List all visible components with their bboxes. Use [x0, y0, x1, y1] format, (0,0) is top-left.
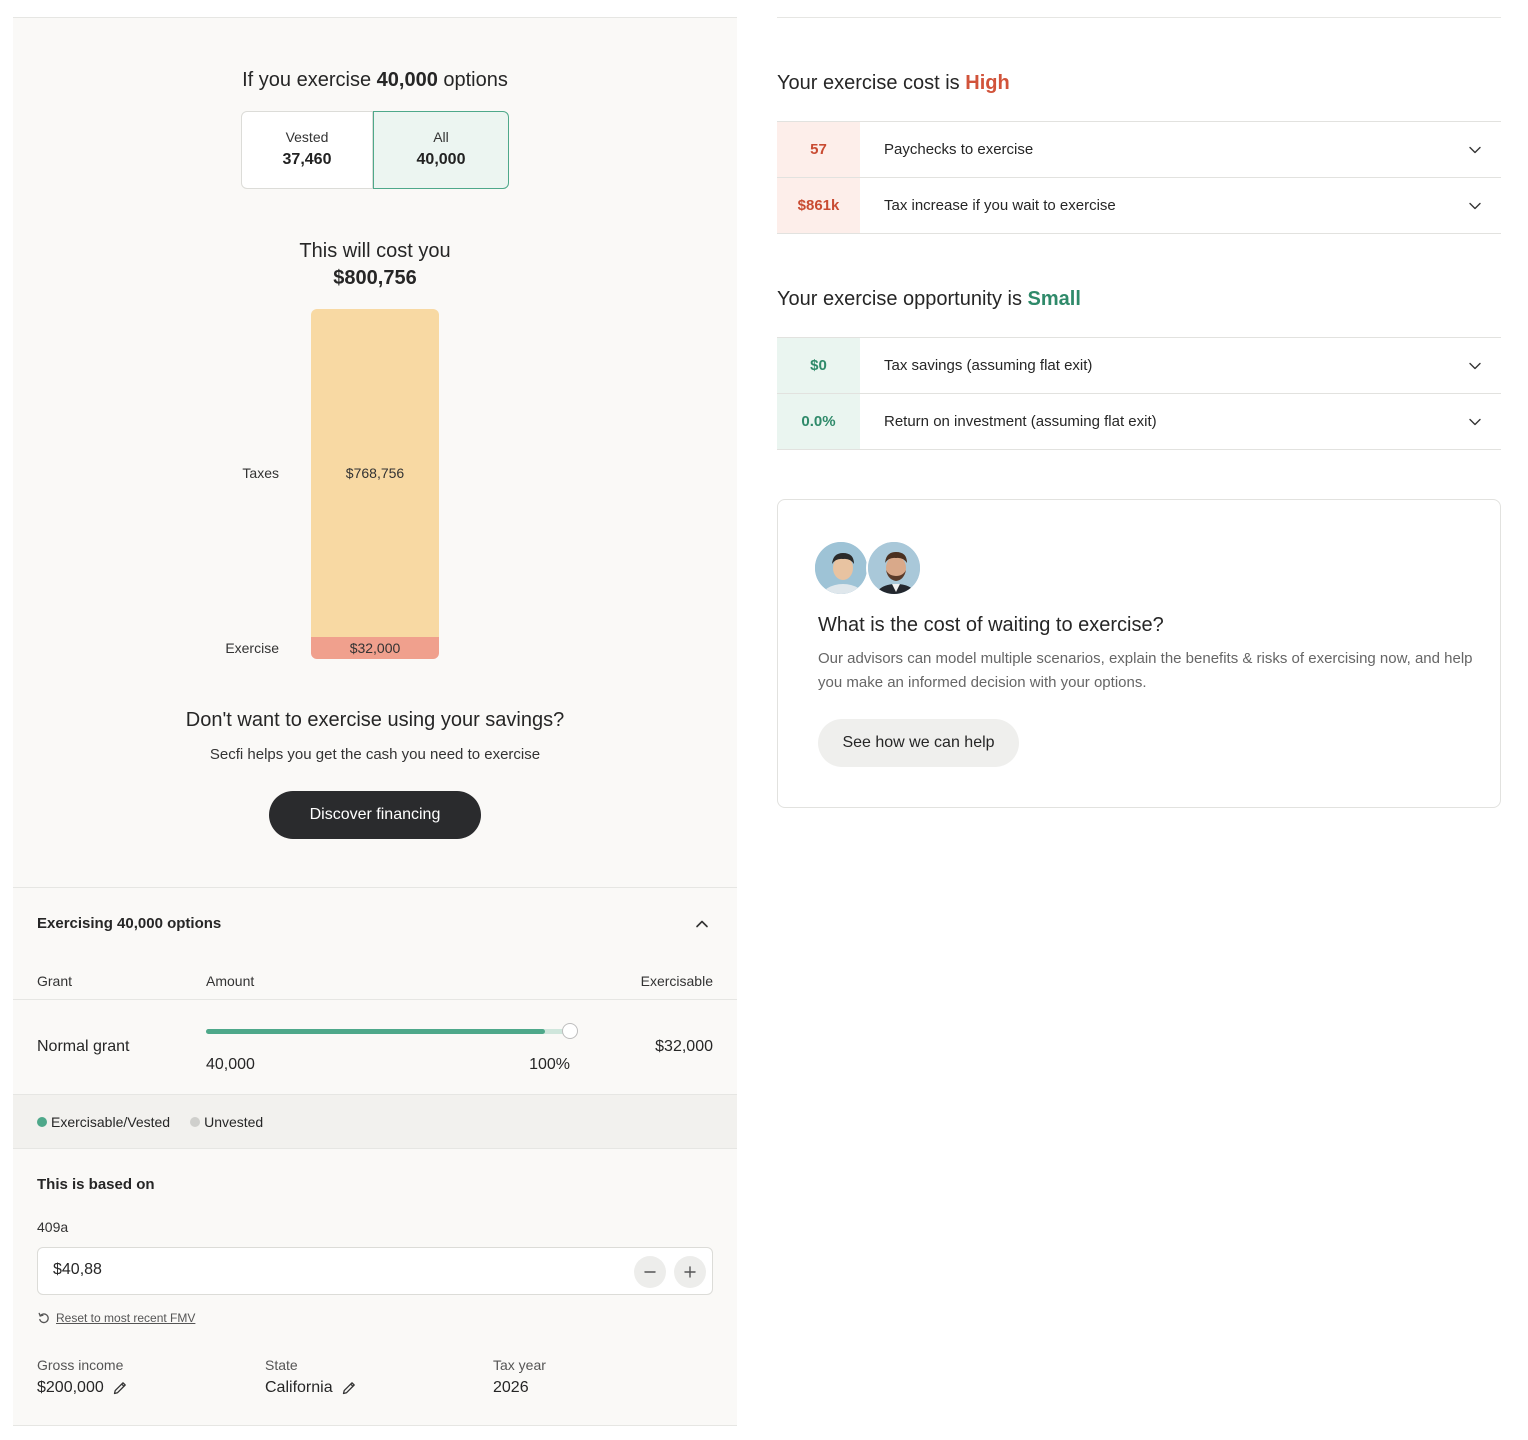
- minus-icon: [644, 1271, 656, 1273]
- table-header-divider: [13, 999, 737, 1000]
- increase-button[interactable]: [674, 1256, 706, 1288]
- metric-text: Return on investment (assuming flat exit…: [884, 413, 1157, 430]
- metric-badge: 57: [777, 122, 860, 177]
- state: California: [265, 1379, 357, 1397]
- reset-fmv-link[interactable]: Reset to most recent FMV: [56, 1311, 196, 1325]
- chevron-down-icon: [1469, 146, 1481, 153]
- section-divider: [13, 887, 737, 888]
- avatar: [813, 540, 869, 596]
- chevron-up-icon[interactable]: [694, 916, 710, 932]
- financing-heading: Don't want to exercise using your saving…: [185, 709, 565, 731]
- based-on-title: This is based on: [37, 1176, 155, 1193]
- tax-year: 2026: [493, 1379, 529, 1397]
- opportunity-rating-prefix: Your exercise opportunity is: [777, 288, 1022, 310]
- state-label: State: [265, 1357, 298, 1373]
- reset-fmv: Reset to most recent FMV: [37, 1311, 195, 1325]
- opportunity-rating-level: Small: [1027, 288, 1081, 310]
- chart-value-exercise: $32,000: [349, 640, 401, 656]
- toggle-all-label: All: [433, 129, 449, 145]
- state-value: California: [265, 1379, 333, 1396]
- cost-rating-prefix: Your exercise cost is: [777, 72, 960, 94]
- amount-slider-track[interactable]: [206, 1029, 570, 1034]
- legend-item-exercisable: Exercisable/Vested: [37, 1114, 170, 1130]
- grant-amount: 40,000: [206, 1056, 255, 1073]
- fmv-input[interactable]: [53, 1261, 593, 1279]
- vested-all-toggle: Vested 37,460 All 40,000: [241, 111, 509, 189]
- toggle-all-value: 40,000: [416, 151, 466, 168]
- toggle-all[interactable]: All 40,000: [373, 111, 509, 189]
- toggle-vested[interactable]: Vested 37,460: [241, 111, 373, 189]
- opportunity-rating-heading: Your exercise opportunity is Small: [777, 288, 1081, 311]
- column-header-grant: Grant: [37, 973, 73, 989]
- tax-year-value: 2026: [493, 1379, 529, 1396]
- discover-financing-button[interactable]: Discover financing: [269, 791, 481, 839]
- toggle-vested-label: Vested: [285, 129, 329, 145]
- column-header-amount: Amount: [206, 973, 255, 989]
- amount-slider-handle[interactable]: [562, 1023, 578, 1039]
- exercise-panel: If you exercise 40,000 options Vested 37…: [13, 17, 737, 1426]
- chart-category-taxes: Taxes: [242, 465, 279, 481]
- advisor-avatar-icon: [868, 542, 920, 594]
- advisor-card-title: What is the cost of waiting to exercise?: [818, 614, 1164, 636]
- cost-label: This will cost you: [299, 240, 451, 262]
- metric-badge: $861k: [777, 178, 860, 233]
- cost-value: $800,756: [333, 267, 417, 289]
- gross-income: $200,000: [37, 1379, 128, 1397]
- exercise-heading: If you exercise 40,000 options: [13, 69, 737, 92]
- refresh-icon: [38, 1312, 49, 1324]
- metric-row-paychecks[interactable]: 57 Paychecks to exercise: [777, 122, 1501, 178]
- fmv-field: [37, 1247, 713, 1295]
- grant-percent: 100%: [529, 1056, 570, 1073]
- pencil-icon[interactable]: [341, 1380, 357, 1396]
- vesting-legend: Exercisable/Vested Unvested: [13, 1094, 737, 1149]
- metric-row-roi[interactable]: 0.0% Return on investment (assuming flat…: [777, 394, 1501, 450]
- grant-name: Normal grant: [37, 1038, 130, 1055]
- financing-subtext: Secfi helps you get the cash you need to…: [209, 746, 541, 763]
- advisor-card-body: Our advisors can model multiple scenario…: [818, 650, 1473, 691]
- metric-row-tax-increase[interactable]: $861k Tax increase if you wait to exerci…: [777, 178, 1501, 234]
- plus-icon: [684, 1266, 696, 1278]
- chevron-down-icon: [1469, 202, 1481, 209]
- legend-dot-green: [37, 1116, 47, 1127]
- legend-label-unvested: Unvested: [204, 1113, 264, 1130]
- metric-badge: 0.0%: [777, 394, 860, 449]
- exercise-heading-suffix: options: [443, 69, 508, 91]
- fmv-label: 409a: [37, 1219, 69, 1235]
- column-header-exercisable: Exercisable: [640, 973, 713, 989]
- metric-row-tax-savings[interactable]: $0 Tax savings (assuming flat exit): [777, 338, 1501, 394]
- cost-metrics: 57 Paychecks to exercise $861k Tax incre…: [777, 121, 1501, 234]
- see-how-we-can-help-button[interactable]: See how we can help: [818, 719, 1019, 767]
- amount-slider-fill: [206, 1029, 545, 1034]
- decrease-button[interactable]: [634, 1256, 666, 1288]
- avatar: [866, 540, 922, 596]
- exercise-heading-count: 40,000: [376, 69, 438, 91]
- gross-income-label: Gross income: [37, 1357, 124, 1373]
- cost-rating-heading: Your exercise cost is High: [777, 72, 1010, 95]
- toggle-vested-value: 37,460: [282, 151, 332, 168]
- metric-text: Tax savings (assuming flat exit): [884, 357, 1093, 374]
- right-top-divider: [777, 17, 1501, 18]
- cost-rating-level: High: [965, 72, 1010, 94]
- legend-dot-gray: [190, 1116, 201, 1127]
- tax-year-label: Tax year: [493, 1357, 546, 1373]
- advisor-card: What is the cost of waiting to exercise?…: [777, 499, 1501, 808]
- metric-badge: $0: [777, 338, 860, 393]
- grant-exercisable-value: $32,000: [655, 1038, 713, 1055]
- legend-label-exercisable: Exercisable/Vested: [51, 1113, 171, 1130]
- opportunity-metrics: $0 Tax savings (assuming flat exit) 0.0%…: [777, 337, 1501, 450]
- advisor-avatar-icon: [815, 542, 867, 594]
- chevron-down-icon: [1469, 362, 1481, 369]
- legend-item-unvested: Unvested: [190, 1114, 263, 1130]
- pencil-icon[interactable]: [112, 1380, 128, 1396]
- exercising-title: Exercising 40,000 options: [37, 915, 222, 932]
- exercise-heading-prefix: If you exercise: [242, 69, 372, 91]
- metric-text: Paychecks to exercise: [884, 141, 1034, 158]
- metric-text: Tax increase if you wait to exercise: [884, 197, 1116, 214]
- chart-category-exercise: Exercise: [225, 640, 279, 656]
- chart-value-taxes: $768,756: [345, 465, 405, 481]
- chart-bar-taxes: $768,756: [311, 309, 439, 637]
- chart-bar-exercise: $32,000: [311, 637, 439, 659]
- gross-income-value: $200,000: [37, 1379, 104, 1396]
- chevron-down-icon: [1469, 418, 1481, 425]
